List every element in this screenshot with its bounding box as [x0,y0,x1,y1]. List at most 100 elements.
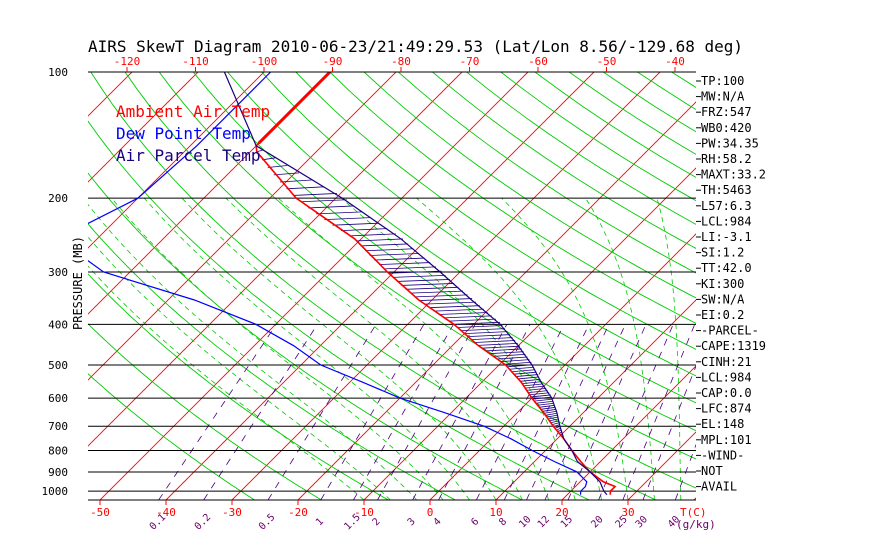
mixing-ratio-line [203,324,318,500]
bottom-temp-tick-label: 20 [555,506,568,519]
cape-hatch-line [504,361,532,365]
cape-hatch-line [457,325,503,328]
mixing-ratio-line [353,324,454,500]
mixing-ratio-label: 0.5 [257,512,278,533]
cape-hatch-line [332,222,379,226]
mixing-ratio-line [267,324,377,500]
stat-item: -PARCEL- [701,324,759,338]
cape-hatch-line [496,356,528,360]
mixing-ratio-line [438,324,531,500]
cape-hatch-line [547,416,559,420]
moist-adiabat-line [585,197,655,500]
bottom-temp-tick-label: -10 [354,506,374,519]
cape-hatch-line [474,340,516,343]
cape-hatch-line [515,374,538,377]
dry-adiabat-line [329,72,696,324]
cape-hatch-line [424,301,476,305]
stat-item: L57:6.3 [701,199,752,213]
isotherm-line [88,72,199,183]
cape-hatch-line [489,351,524,355]
isobar-lines: 100 200 300 400 500 600 700 800 900 1000 [42,66,696,498]
dry-adiabat-line [466,72,696,225]
cape-hatch-line [369,253,419,256]
pressure-tick-label: 300 [48,266,68,279]
dry-adiabat-line [158,72,696,460]
cape-hatch-line [518,376,540,380]
cape-hatch-line [537,402,555,406]
mixing-ratio-line [567,324,647,500]
moist-adiabat-line [278,197,550,500]
cape-hatch-line [463,331,508,335]
cape-hatch-line [341,228,388,231]
dry-adiabat-line [295,72,696,350]
dry-adiabat-line [842,72,870,500]
top-temp-tick-label: -80 [391,55,411,68]
cape-hatch-line [522,381,542,385]
cape-hatching [256,149,564,438]
dry-adiabat-line [432,72,696,249]
cape-hatch-line [428,305,480,309]
cape-hatch-line [527,390,548,393]
cape-hatch-line [524,385,545,389]
isotherm-line [99,72,529,500]
cape-hatch-line [532,396,552,400]
top-temp-tick-label: -90 [323,55,343,68]
pressure-tick-label: 200 [48,192,68,205]
cape-hatch-line [546,414,558,418]
legend-item: Air Parcel Temp [116,146,261,165]
bottom-temp-tick-label: -30 [222,506,242,519]
cape-hatch-line [534,398,553,402]
stat-item: AVAIL [701,480,737,494]
stat-item: EL:148 [701,417,744,431]
mixing-ratio-label: 8 [497,516,509,528]
stat-item: LCL:984 [701,370,752,384]
stat-item: CAPE:1319 [701,339,766,353]
x-axis-unit: T(C) [680,506,707,519]
cape-hatch-line [535,400,554,404]
cape-hatch-line [267,165,288,168]
pressure-tick-label: 800 [48,445,68,458]
dry-adiabat-line [88,120,590,500]
cape-hatch-line [485,348,522,352]
mixing-ratio-line [503,324,590,500]
cape-hatch-line [443,315,492,319]
ambient-temp-upper-segment [257,72,332,145]
stat-item: LI:-3.1 [701,230,752,244]
stat-item: CAP:0.0 [701,386,752,400]
cape-hatch-line [539,404,555,408]
dry-adiabat-line [88,172,523,500]
cape-hatch-line [542,408,557,412]
cape-hatch-line [500,359,530,363]
cape-hatch-line [530,394,551,398]
cape-hatch-line [388,270,442,274]
moist-adiabat-line [88,265,365,500]
mixing-ratio-line [642,365,696,500]
mixing-ratio-label: 0.2 [193,512,214,533]
cape-hatch-line [453,321,501,325]
cape-hatch-line [392,274,446,278]
isotherm-line [88,72,397,381]
isotherm-line [88,72,463,447]
cape-hatch-line [520,378,541,382]
cape-hatch-line [279,179,312,183]
stat-item: TP:100 [701,74,744,88]
mixing-ratio-label: 4 [432,516,444,528]
cape-hatch-line [543,410,558,414]
moist-adiabat-line [341,197,576,500]
stat-item: PW:34.35 [701,136,759,150]
legend-item: Dew Point Temp [116,124,251,143]
y-axis-label: PRESSURE (MB) [71,236,85,330]
background-grid [88,72,870,500]
dewpoint-temp-line [88,72,588,495]
cape-hatch-line [481,345,520,349]
bottom-temp-tick-label: -50 [90,506,110,519]
cape-hatch-line [360,243,409,247]
cape-hatch-line [470,337,513,341]
mixing-ratio-label: 2 [371,516,383,528]
mixing-ratio-line [412,324,508,500]
pressure-tick-label: 700 [48,420,68,433]
isotherm-line [88,72,133,117]
mixing-ratio-line [476,324,565,500]
cape-hatch-line [529,392,550,396]
